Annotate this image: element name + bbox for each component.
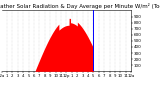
Title: Milwaukee Weather Solar Radiation & Day Average per Minute W/m² (Today): Milwaukee Weather Solar Radiation & Day … [0,3,160,9]
